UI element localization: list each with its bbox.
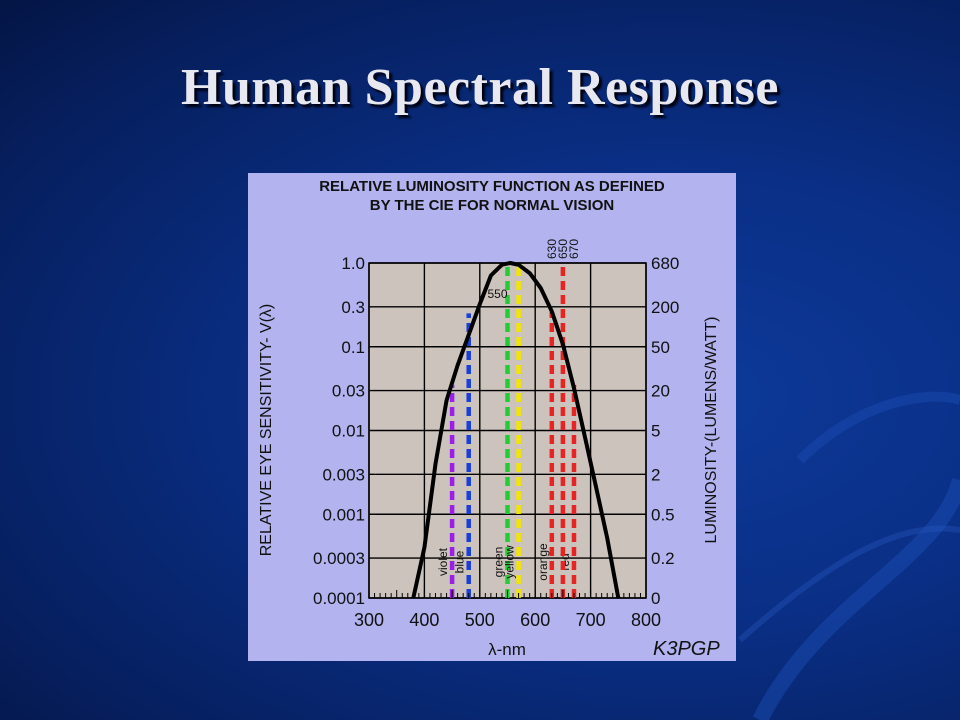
y-tick-label: 1.0: [341, 254, 365, 273]
chart-panel: RELATIVE LUMINOSITY FUNCTION AS DEFINED …: [248, 173, 736, 661]
curve-layer: [411, 261, 621, 599]
wavelength-marker-label: 670: [567, 239, 581, 259]
x-tick-label: 400: [409, 610, 439, 630]
x-tick-label: 800: [631, 610, 661, 630]
color-bands: violetbluegreenyelloworangered: [436, 263, 577, 598]
y-tick-label: 0.0001: [313, 589, 365, 608]
y2-tick-label: 5: [651, 422, 660, 441]
y-tick-label: 0.0003: [313, 549, 365, 568]
x-tick-label: 500: [465, 610, 495, 630]
peak-wavelength-label: 550: [487, 287, 507, 301]
y-axis-label: RELATIVE EYE SENSITIVITY- V(λ): [258, 304, 275, 557]
luminosity-curve: [411, 261, 621, 599]
credit-label: K3PGP: [653, 638, 720, 660]
y2-tick-label: 2: [651, 465, 660, 484]
wavelength-marker-label: 650: [556, 239, 570, 259]
y-tick-label: 0.1: [341, 338, 365, 357]
y2-axis-label: LUMINOSITY-(LUMENS/WATT): [703, 317, 720, 544]
y-tick-label: 0.001: [322, 505, 365, 524]
y2-tick-label: 0: [651, 589, 660, 608]
x-tick-label: 300: [354, 610, 384, 630]
y-tick-label: 0.3: [341, 298, 365, 317]
ticks: [368, 590, 647, 598]
y2-tick-label: 680: [651, 254, 679, 273]
color-band-label: blue: [453, 550, 467, 573]
color-band-label: yellow: [503, 545, 517, 579]
luminosity-chart: RELATIVE LUMINOSITY FUNCTION AS DEFINED …: [258, 178, 720, 660]
y2-tick-label: 0.5: [651, 505, 675, 524]
slide-title: Human Spectral Response: [181, 59, 779, 116]
tick-labels: 300 400 500 600 700 8001.00.30.10.030.010.003…: [313, 254, 679, 630]
color-band-label: green: [492, 547, 506, 578]
x-tick-label: 600: [520, 610, 550, 630]
y-tick-label: 0.01: [332, 422, 365, 441]
y-tick-label: 0.003: [322, 465, 365, 484]
y2-tick-label: 200: [651, 298, 679, 317]
x-tick-label: 700: [576, 610, 606, 630]
x-axis-label: λ-nm: [488, 640, 526, 659]
wavelength-marker-label: 630: [545, 239, 559, 259]
color-band-label: violet: [436, 547, 450, 576]
y2-tick-label: 0.2: [651, 549, 675, 568]
y2-tick-label: 50: [651, 338, 670, 357]
y2-tick-label: 20: [651, 382, 670, 401]
chart-title-line-1: RELATIVE LUMINOSITY FUNCTION AS DEFINED: [319, 178, 665, 195]
y-tick-label: 0.03: [332, 382, 365, 401]
chart-title-line-2: BY THE CIE FOR NORMAL VISION: [370, 197, 614, 214]
color-band-label: orange: [536, 543, 550, 581]
